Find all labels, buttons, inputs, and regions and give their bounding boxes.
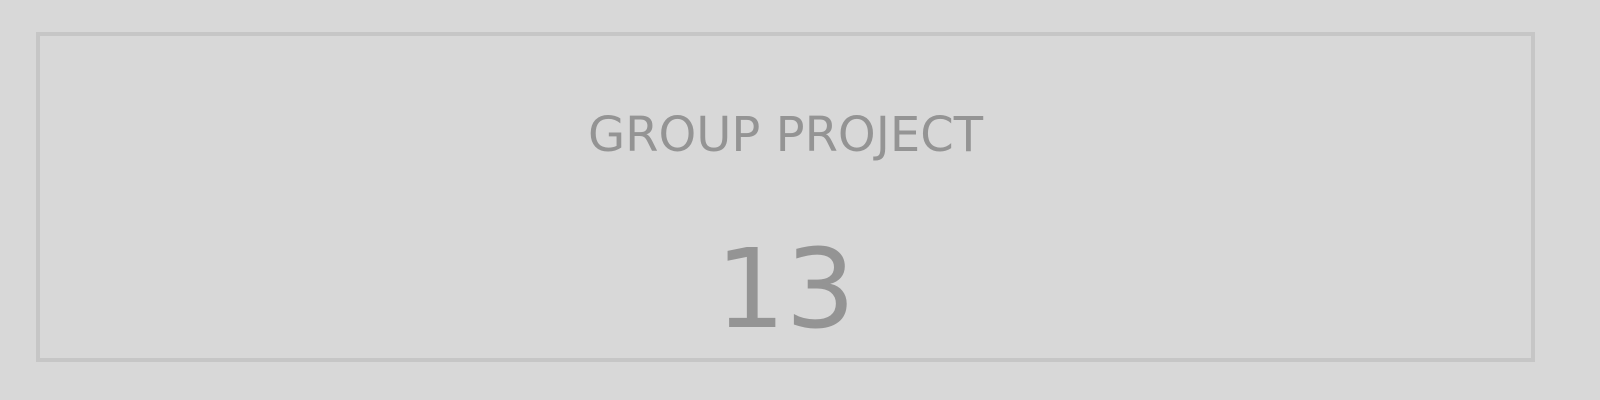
stat-title: GROUP PROJECT bbox=[587, 107, 984, 163]
stat-card: GROUP PROJECT 13 bbox=[36, 32, 1535, 362]
stat-value: 13 bbox=[715, 225, 856, 353]
